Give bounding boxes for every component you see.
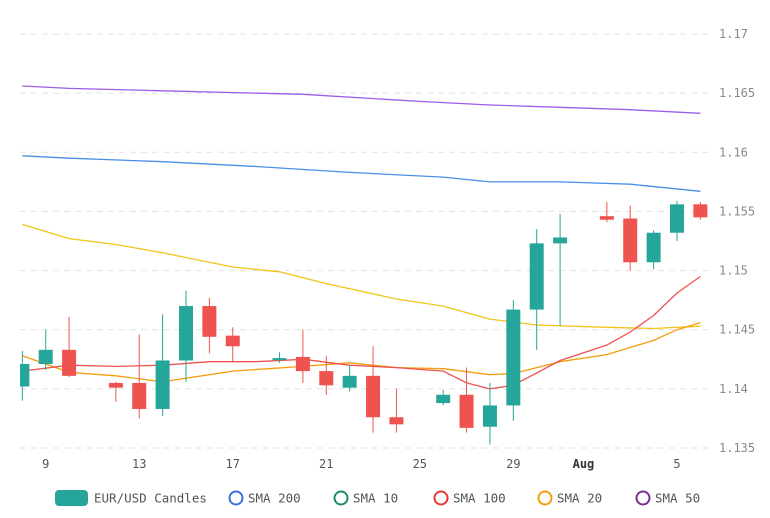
candle-up: [482, 382, 497, 445]
x-axis: 9 13 17 21 25 29 Aug 5: [42, 457, 681, 471]
legend[interactable]: EUR/USD Candles SMA 200 SMA 10 SMA 100 SMA 2…: [55, 490, 700, 506]
legend-item-eur-usd-candles[interactable]: EUR/USD Candles: [55, 490, 207, 506]
y-tick-label: 1.135: [719, 441, 755, 455]
legend-item-sma-200[interactable]: SMA 200: [228, 490, 301, 506]
candle-down: [459, 367, 474, 433]
legend-swatch-box: [55, 490, 88, 506]
candle-down: [108, 381, 123, 402]
y-tick-label: 1.15: [719, 264, 748, 278]
x-tick-label: 21: [319, 457, 333, 471]
candle-up: [272, 352, 287, 363]
candle-down: [599, 201, 614, 223]
candle-down: [225, 327, 240, 362]
legend-item-sma-50[interactable]: SMA 50: [635, 490, 701, 506]
y-tick-label: 1.145: [719, 323, 755, 337]
candle-down: [693, 201, 708, 220]
legend-label: SMA 50: [655, 491, 700, 506]
candle-body: [669, 204, 684, 233]
candle-down: [132, 334, 147, 419]
candle-body: [272, 358, 287, 361]
candle-body: [342, 375, 357, 388]
candle-down: [366, 346, 381, 433]
candle-body: [623, 218, 638, 263]
candle-body: [459, 394, 474, 428]
legend-label: SMA 100: [453, 491, 506, 506]
candle-body: [225, 335, 240, 347]
candle-up: [342, 365, 357, 392]
candle-down: [389, 388, 404, 433]
x-tick-label: Aug: [573, 457, 595, 471]
legend-label: EUR/USD Candles: [94, 491, 207, 506]
candle-body: [20, 364, 30, 387]
y-axis: 1.17 1.165 1.16 1.155 1.15 1.145 1.14 1.135: [719, 27, 755, 455]
x-tick-label: 25: [413, 457, 427, 471]
legend-label: SMA 200: [248, 491, 301, 506]
candle-body: [436, 394, 451, 404]
legend-label: SMA 10: [353, 491, 398, 506]
legend-swatch-circle: [635, 490, 651, 506]
legend-item-sma-10[interactable]: SMA 10: [333, 490, 399, 506]
candle-body: [693, 204, 708, 218]
candle-body: [646, 232, 661, 263]
candle-body: [108, 382, 123, 388]
candle-up: [38, 329, 53, 370]
candle-up: [646, 230, 661, 270]
candle-body: [553, 237, 568, 244]
y-tick-label: 1.14: [719, 382, 748, 396]
x-tick-label: 13: [132, 457, 146, 471]
y-tick-label: 1.165: [719, 86, 755, 100]
candle-down: [623, 205, 638, 271]
candle-up: [506, 300, 521, 421]
candle-up: [179, 290, 193, 382]
legend-swatch-circle: [433, 490, 449, 506]
x-tick-label: 17: [226, 457, 240, 471]
candle-body: [529, 243, 544, 310]
candle-body: [389, 417, 404, 425]
candle-body: [132, 382, 147, 409]
candle-body: [202, 306, 217, 337]
candles: [20, 200, 708, 445]
candle-down: [319, 355, 334, 395]
candle-down: [62, 316, 77, 378]
candle-body: [599, 216, 614, 220]
y-tick-label: 1.17: [719, 27, 748, 41]
y-tick-label: 1.155: [719, 204, 755, 218]
legend-swatch-circle: [228, 490, 244, 506]
grid: [20, 33, 708, 449]
candle-body: [506, 309, 521, 406]
candle-body: [179, 306, 193, 361]
series-line-sma-100: [22, 155, 701, 192]
candle-up: [529, 229, 544, 350]
candle-down: [295, 329, 310, 383]
candle-up: [155, 314, 170, 417]
candle-body: [155, 360, 170, 409]
x-tick-label: 9: [42, 457, 49, 471]
candle-body: [38, 349, 53, 365]
candle-body: [62, 349, 77, 376]
sma-series: [22, 85, 701, 390]
candle-up: [553, 213, 568, 327]
series-line-sma-10: [22, 275, 701, 390]
candle-down: [202, 297, 217, 354]
candle-body: [295, 356, 310, 372]
candle-up: [669, 200, 684, 241]
legend-item-sma-100[interactable]: SMA 100: [433, 490, 506, 506]
legend-item-sma-20[interactable]: SMA 20: [537, 490, 603, 506]
series-line-sma-20: [22, 321, 701, 383]
legend-label: SMA 20: [557, 491, 602, 506]
legend-swatch-circle: [333, 490, 349, 506]
candle-body: [482, 405, 497, 427]
x-tick-label: 5: [673, 457, 680, 471]
legend-swatch-circle: [537, 490, 553, 506]
y-tick-label: 1.16: [719, 145, 748, 159]
x-tick-label: 29: [506, 457, 520, 471]
candle-up: [20, 351, 30, 401]
candle-body: [319, 371, 334, 386]
candle-body: [366, 375, 381, 418]
series-line-sma-50: [22, 223, 701, 330]
series-line-sma-200: [22, 85, 701, 114]
candle-up: [436, 390, 451, 406]
